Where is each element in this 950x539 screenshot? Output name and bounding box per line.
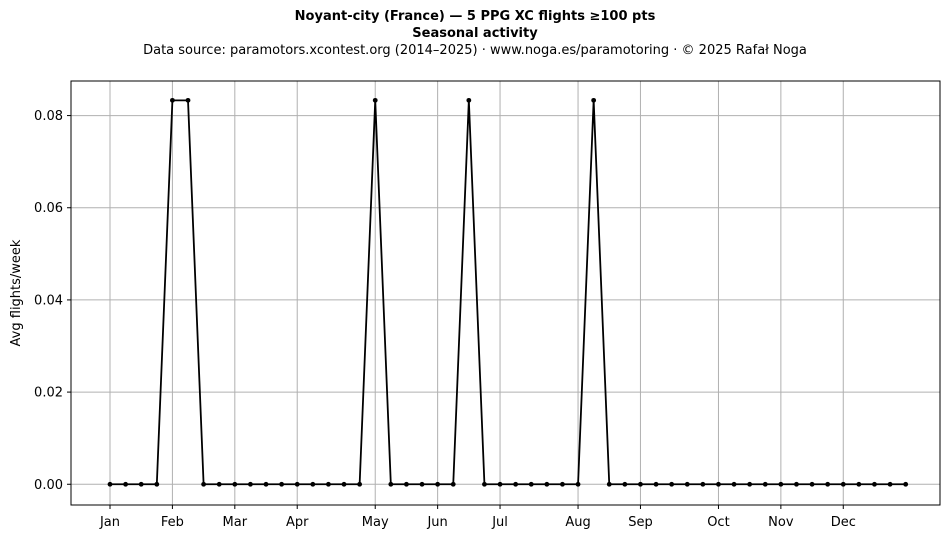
data-points — [107, 97, 909, 487]
data-point — [544, 481, 550, 487]
x-tick-label: Oct — [707, 515, 729, 530]
data-point — [747, 481, 753, 487]
data-point — [762, 481, 768, 487]
chart-subtitle: Seasonal activity — [412, 26, 538, 41]
y-tick-label: 0.00 — [34, 478, 63, 493]
y-axis: 0.00 0.02 0.04 0.06 0.08 — [34, 109, 71, 493]
data-point — [107, 481, 113, 487]
data-point — [216, 481, 222, 487]
data-point — [887, 481, 893, 487]
data-point — [279, 481, 285, 487]
data-point — [497, 481, 503, 487]
x-tick-label: Sep — [628, 515, 653, 530]
data-point — [154, 481, 160, 487]
data-point — [388, 481, 394, 487]
data-point — [809, 481, 815, 487]
data-point — [669, 481, 675, 487]
data-point — [684, 481, 690, 487]
data-point — [731, 481, 737, 487]
x-axis: Jan Feb Mar Apr May Jun Jul Aug Sep Oct Nov Dec — [99, 505, 856, 530]
y-tick-label: 0.04 — [34, 293, 63, 308]
data-point — [794, 481, 799, 487]
chart-title: Noyant-city (France) — 5 PPG XC flights … — [294, 9, 656, 24]
data-point — [700, 481, 706, 487]
y-axis-label: Avg flights/week — [9, 239, 24, 346]
series-line — [110, 99, 906, 486]
data-point — [591, 97, 597, 103]
data-point — [466, 97, 472, 103]
data-point — [248, 481, 253, 487]
x-tick-label: Dec — [831, 515, 856, 530]
data-point — [170, 97, 175, 103]
data-point — [404, 481, 409, 487]
data-point — [310, 481, 316, 487]
data-point — [825, 481, 831, 487]
x-tick-label: Jan — [99, 515, 120, 530]
data-point — [419, 481, 425, 487]
data-point — [294, 481, 300, 487]
data-point — [872, 481, 877, 487]
x-tick-label: Jun — [426, 515, 447, 530]
y-tick-label: 0.08 — [34, 109, 63, 124]
x-tick-label: Jul — [491, 515, 508, 530]
data-point — [528, 481, 534, 487]
plot-area — [70, 80, 941, 506]
data-point — [138, 481, 144, 487]
data-point — [840, 481, 846, 487]
x-tick-label: Feb — [161, 515, 184, 530]
x-tick-label: May — [362, 515, 389, 530]
data-point — [903, 481, 909, 487]
data-point — [716, 481, 721, 487]
x-tick-label: Aug — [565, 515, 590, 530]
data-point — [123, 481, 129, 487]
data-point — [201, 481, 207, 487]
data-point — [185, 97, 191, 103]
x-tick-label: Mar — [223, 515, 248, 530]
data-source-note: Data source: paramotors.xcontest.org (20… — [143, 43, 807, 58]
data-point — [653, 481, 659, 487]
data-point — [513, 481, 519, 487]
y-tick-label: 0.02 — [34, 386, 63, 401]
data-point — [638, 481, 643, 487]
x-tick-label: Apr — [286, 515, 309, 530]
data-point — [341, 481, 347, 487]
data-point — [435, 481, 441, 487]
data-point — [232, 481, 238, 487]
data-point — [778, 481, 784, 487]
data-point — [263, 481, 269, 487]
data-point — [450, 481, 456, 487]
data-point — [560, 481, 565, 487]
data-point — [622, 481, 628, 487]
data-point — [372, 97, 378, 103]
y-tick-label: 0.06 — [34, 201, 63, 216]
data-point — [482, 481, 487, 487]
data-point — [326, 481, 331, 487]
data-point — [357, 481, 363, 487]
data-point — [575, 481, 581, 487]
data-point — [856, 481, 862, 487]
x-tick-label: Nov — [768, 515, 794, 530]
data-point — [606, 481, 612, 487]
